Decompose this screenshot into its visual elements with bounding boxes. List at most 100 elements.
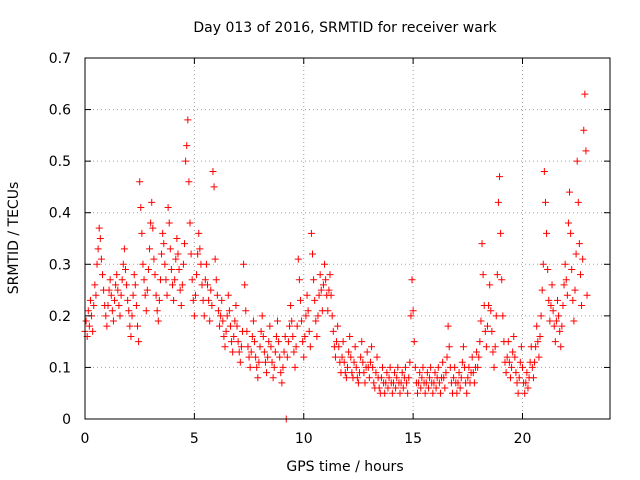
data-point	[559, 302, 567, 310]
data-point	[407, 312, 415, 320]
data-point	[130, 271, 138, 279]
x-tick-label: 15	[404, 431, 422, 447]
data-point	[91, 281, 99, 289]
data-point	[361, 379, 369, 387]
data-point	[170, 296, 178, 304]
data-point	[159, 229, 167, 237]
y-tick-label: 0.6	[49, 103, 71, 119]
data-point	[319, 281, 327, 289]
data-point	[379, 363, 386, 371]
data-point	[563, 291, 571, 299]
data-point	[223, 312, 231, 320]
data-point	[260, 348, 268, 356]
data-point	[396, 389, 404, 397]
data-point	[85, 322, 93, 330]
data-point	[182, 157, 190, 165]
data-point	[490, 363, 498, 371]
data-point	[351, 343, 359, 351]
data-point	[302, 312, 310, 320]
data-point	[290, 348, 298, 356]
data-point	[366, 358, 374, 366]
data-point	[269, 374, 277, 382]
data-point	[90, 302, 98, 310]
data-point	[292, 343, 300, 351]
data-point	[579, 255, 587, 263]
data-point	[546, 317, 554, 325]
data-point	[434, 363, 442, 371]
data-point	[581, 90, 589, 98]
data-point	[487, 307, 495, 315]
data-point	[117, 291, 125, 299]
data-point	[128, 312, 136, 320]
data-point	[148, 198, 156, 206]
data-point	[205, 296, 213, 304]
data-point	[272, 332, 280, 340]
data-point	[468, 353, 476, 361]
data-point	[503, 353, 511, 361]
data-point	[107, 291, 115, 299]
data-point	[459, 343, 467, 351]
data-point	[350, 358, 358, 366]
data-point	[338, 353, 346, 361]
data-point	[421, 389, 429, 397]
data-point	[112, 281, 120, 289]
data-point	[255, 358, 263, 366]
data-point	[102, 312, 110, 320]
data-point	[359, 358, 367, 366]
data-point	[213, 291, 221, 299]
data-point	[326, 271, 334, 279]
data-point	[264, 353, 272, 361]
data-point	[463, 389, 471, 397]
data-point	[129, 291, 137, 299]
data-point	[519, 363, 526, 371]
data-point	[345, 348, 353, 356]
data-point	[321, 260, 329, 268]
data-point	[576, 271, 584, 279]
data-point	[265, 338, 273, 346]
data-point	[279, 363, 287, 371]
data-point	[441, 384, 449, 392]
data-point	[172, 255, 180, 263]
data-point	[492, 312, 500, 320]
data-point	[417, 384, 425, 392]
data-point	[414, 389, 421, 397]
data-point	[539, 260, 547, 268]
data-point	[568, 265, 576, 273]
data-point	[125, 307, 133, 315]
data-point	[185, 178, 193, 186]
data-point	[281, 332, 289, 340]
data-point	[358, 338, 366, 346]
data-point	[339, 338, 347, 346]
data-point	[106, 276, 114, 284]
data-point	[521, 389, 529, 397]
data-point	[296, 296, 304, 304]
data-point	[142, 307, 150, 315]
data-point	[191, 291, 199, 299]
data-point	[114, 286, 122, 294]
data-point	[444, 322, 452, 330]
data-point	[372, 369, 380, 377]
data-point	[181, 240, 189, 248]
data-point	[408, 276, 416, 284]
data-point	[152, 291, 160, 299]
data-point	[258, 312, 266, 320]
data-point	[368, 343, 376, 351]
data-point	[167, 265, 175, 273]
data-point	[474, 363, 482, 371]
data-point	[385, 374, 393, 382]
data-point	[333, 338, 341, 346]
data-point	[310, 276, 318, 284]
data-point	[335, 343, 343, 351]
data-point	[312, 317, 320, 325]
data-point	[184, 116, 192, 124]
data-point	[304, 307, 312, 315]
data-point	[475, 353, 483, 361]
y-tick-label: 0.4	[49, 206, 71, 222]
data-point	[457, 374, 465, 382]
data-point	[217, 312, 225, 320]
data-point	[247, 348, 255, 356]
data-point	[354, 379, 362, 387]
data-point	[325, 286, 333, 294]
data-point	[218, 296, 226, 304]
